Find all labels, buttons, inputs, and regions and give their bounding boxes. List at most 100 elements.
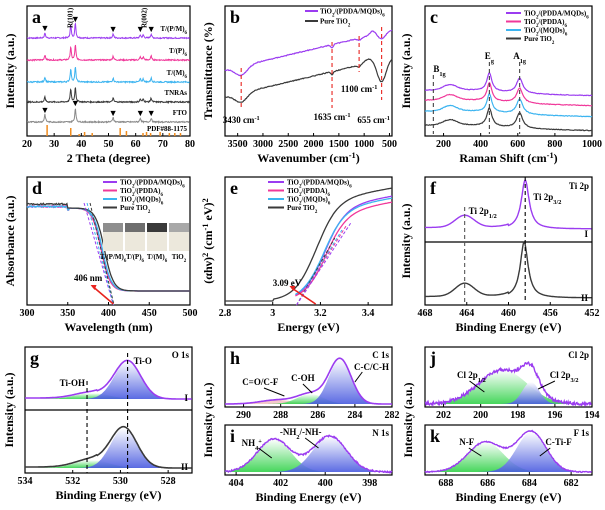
x-tick-label: 1500: [329, 139, 349, 150]
diamond-marker: ▼: [109, 108, 118, 118]
tangent-line: [83, 202, 114, 306]
panel-letter: h: [230, 348, 240, 368]
peak-annotation: N-F: [459, 437, 474, 447]
mode-label-Eg-part: g: [491, 58, 495, 65]
legend-label-part: /(PDDA): [300, 187, 328, 195]
legend-label-part: TiO: [287, 187, 299, 195]
absorbance-line-3: [26, 202, 190, 292]
raman-line-3: [424, 107, 593, 132]
x-tick-label: 3: [270, 308, 275, 319]
x-tick-label: 194: [585, 410, 600, 421]
y-axis-label: (αhν)2 (cm-1 eV)2: [201, 198, 216, 283]
legend-label: TiO2/(PDDA)6: [120, 187, 163, 198]
corner-label: Cl 2p: [568, 350, 589, 360]
x-tick-label: 3500: [228, 139, 248, 150]
legend-label-part: Pure TiO: [287, 204, 315, 212]
plot-frame: [224, 424, 393, 476]
peak-annotation: 1100 cm-1: [341, 84, 378, 95]
diamond-marker: ▼: [71, 98, 80, 108]
sample-photo-body: [147, 232, 167, 251]
fit-area-COH: [225, 394, 392, 404]
y-axis-label: Intensity (a.u.): [399, 33, 413, 108]
x-tick-label: 80: [185, 139, 195, 150]
fit-area-NH2: [225, 436, 392, 472]
panel-letter: a: [32, 7, 41, 27]
sample-photo-label-part: 6: [124, 259, 127, 264]
series-label: T/(M)6: [167, 69, 188, 80]
fit-area-CTiF: [425, 432, 592, 472]
series-label-part: 6: [185, 53, 188, 58]
x-tick-label: 282: [385, 410, 400, 421]
corner-label: Ti 2p: [569, 181, 589, 191]
legend-label: TiO2/(MQDs)6: [524, 27, 568, 38]
peak-annotation-part: Cl 2p: [550, 370, 571, 380]
x-tick-label: 534: [18, 476, 33, 487]
peak-annotation: -NH2/-NH-: [280, 427, 322, 441]
x-tick-label: 530: [113, 476, 128, 487]
legend-label-part: 2: [348, 23, 351, 28]
y-axis-label-part: Intensity (a.u.): [401, 382, 415, 457]
tangent-line: [86, 202, 115, 306]
legend-label-part: 2: [132, 184, 135, 189]
arrow-head: [90, 285, 97, 290]
curve-label-II: II: [581, 293, 589, 303]
raman-line-1: [424, 81, 593, 107]
y-axis-label: Intensity (a.u.): [3, 33, 17, 108]
xrd-line-1: [26, 44, 191, 62]
xps-envelope: [424, 361, 592, 408]
y-axis-label-part: Intensity (a.u.): [2, 372, 16, 447]
fit-area-NH4: [225, 439, 392, 472]
raman-line-0: [425, 72, 593, 97]
xrd-line-3: [26, 87, 190, 105]
x-tick-label: 452: [585, 308, 600, 319]
y-axis-label: Absorbance (a.u.): [3, 195, 17, 286]
sample-photo-label-part: T/(M): [147, 253, 166, 261]
x-tick-label: 2500: [278, 139, 298, 150]
legend-label-part: Pure TiO: [120, 204, 148, 212]
peak-annotation-part: Cl 2p: [457, 370, 478, 380]
xps-envelope-I: [25, 359, 192, 400]
peak-annotation-part: -NH: [280, 427, 297, 437]
mode-label-B1g-part: 1g: [439, 71, 446, 78]
legend-label: TiO2/(PDDA/MQDs)6: [524, 10, 589, 21]
xps-line-I: [425, 178, 592, 230]
panel-letter: i: [230, 426, 235, 446]
x-tick-label: 30: [49, 139, 59, 150]
legend-label-part: 2: [536, 32, 539, 37]
peak-annotation: 655 cm-1: [357, 115, 390, 126]
y-axis-label-part: Intensity (a.u.): [201, 382, 215, 457]
x-axis-label-part: Raman Shift (cm: [459, 151, 546, 165]
x-tick-label: 288: [273, 410, 288, 421]
x-axis-label: 2 Theta (degree): [67, 151, 151, 165]
y-axis-label-part: 2: [201, 198, 210, 202]
peak-annotation-part: 4: [255, 445, 259, 452]
peak-annotation: 3430 cm-1: [223, 115, 260, 126]
x-tick-label: 464: [459, 308, 474, 319]
panel-a: 20 30 40 50 60 70 802 Theta (degree)aT/(P/M)6T…: [22, 5, 195, 165]
x-tick-label: 682: [564, 478, 579, 489]
xps-envelope: [224, 434, 393, 474]
legend-label-part: /(PDDA/MQDs): [300, 179, 349, 187]
peak-annotation-part: -1: [345, 112, 350, 119]
fit-area-TiO: [25, 428, 192, 468]
x-tick-label: 350: [60, 308, 75, 319]
fit-area-TiO: [25, 361, 192, 399]
x-tick-label: 400: [473, 139, 488, 150]
x-tick-label: 284: [347, 410, 362, 421]
diamond-marker: ▼: [40, 23, 49, 33]
x-axis-label: Binding Energy (eV): [255, 490, 361, 504]
legend-label-part: 2: [132, 201, 135, 206]
peak-annotation: C-Ti-F: [545, 437, 572, 447]
y-axis-label: Transmittance (%): [201, 22, 215, 119]
peak-annotation-part: 3430 cm: [223, 115, 255, 125]
legend-label-part: 2: [332, 13, 335, 18]
xps-envelope: [424, 429, 592, 474]
x-axis-label-part: Energy (eV): [277, 320, 339, 334]
legend-label-part: /(MQDs): [537, 27, 565, 35]
diamond-marker: ▼: [136, 108, 145, 118]
y-axis-label-part: Intensity (a.u.): [399, 33, 413, 108]
x-axis-label: Wavelength (nm): [64, 320, 152, 334]
